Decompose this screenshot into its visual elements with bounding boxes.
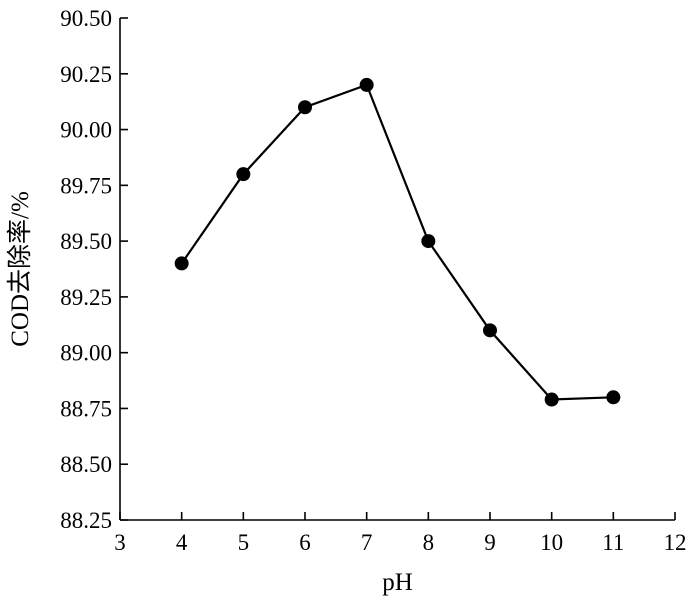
x-tick-label: 11	[602, 530, 624, 555]
y-tick-label: 88.50	[60, 452, 112, 477]
y-tick-label: 90.25	[60, 62, 112, 87]
data-point	[421, 234, 436, 249]
x-tick-label: 7	[361, 530, 373, 555]
axes	[119, 18, 675, 521]
y-tick-label: 89.75	[60, 173, 112, 198]
y-tick-label: 89.00	[60, 341, 112, 366]
x-tick-label: 5	[238, 530, 250, 555]
y-ticks: 88.25 88.50 88.75 89.00 89.25 89.50 89.75 90.00…	[60, 6, 128, 533]
y-tick-label: 88.25	[60, 508, 112, 533]
series	[174, 77, 621, 407]
data-point	[483, 323, 497, 338]
x-tick-label: 10	[540, 530, 563, 555]
y-tick-label: 90.50	[60, 6, 112, 31]
x-axis-label: pH	[382, 569, 413, 596]
x-ticks: 3 4 5 6 7 8 9 10 11 12	[114, 512, 687, 555]
x-tick-label: 9	[484, 530, 496, 555]
y-axis-label: COD去除率/%	[6, 191, 34, 347]
data-point	[359, 77, 374, 92]
y-tick-label: 88.75	[60, 396, 112, 421]
y-tick-label: 90.00	[60, 118, 112, 143]
x-tick-label: 6	[299, 530, 311, 555]
x-tick-label: 3	[114, 530, 126, 555]
x-tick-label: 8	[423, 530, 435, 555]
data-point	[544, 392, 559, 407]
y-tick-label: 89.50	[60, 229, 112, 254]
data-point	[236, 167, 251, 182]
x-tick-label: 12	[664, 530, 687, 555]
data-point	[174, 256, 189, 271]
y-tick-label: 89.25	[60, 285, 112, 310]
data-point	[298, 100, 312, 115]
series-line	[180, 83, 614, 401]
x-tick-label: 4	[176, 530, 188, 555]
data-point	[606, 390, 621, 405]
